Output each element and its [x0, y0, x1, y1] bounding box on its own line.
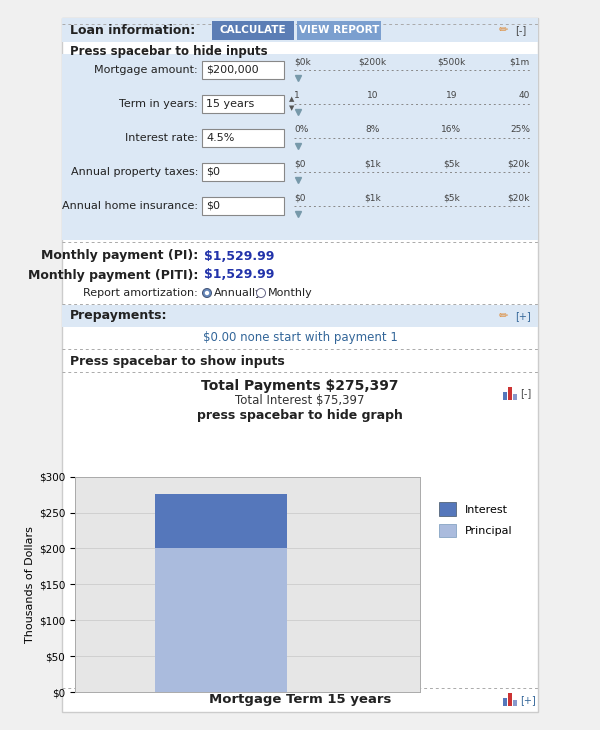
Text: 15 years: 15 years: [206, 99, 254, 109]
Text: Mortgage Term 15 years: Mortgage Term 15 years: [209, 694, 391, 707]
Text: 40: 40: [518, 91, 530, 101]
Text: VIEW REPORT: VIEW REPORT: [299, 25, 379, 35]
Text: 19: 19: [446, 91, 457, 101]
Text: $0.00 none start with payment 1: $0.00 none start with payment 1: [203, 331, 397, 344]
Text: $0: $0: [294, 159, 305, 169]
Text: press spacebar to hide graph: press spacebar to hide graph: [197, 409, 403, 421]
Text: $5k: $5k: [443, 159, 460, 169]
Text: Total Payments $275,397: Total Payments $275,397: [201, 379, 399, 393]
Text: $0: $0: [294, 193, 305, 202]
Text: ✏: ✏: [499, 311, 508, 321]
Text: Monthly payment (PI):: Monthly payment (PI):: [41, 250, 198, 263]
Text: Monthly payment (PITI):: Monthly payment (PITI):: [28, 269, 198, 282]
Text: 4.5%: 4.5%: [206, 133, 235, 143]
Bar: [202, 197, 284, 215]
Text: Prepayments:: Prepayments:: [70, 310, 167, 323]
Text: ▼: ▼: [289, 105, 295, 111]
Text: [+]: [+]: [520, 695, 536, 705]
Bar: [62, 18, 538, 712]
Text: Press spacebar to show inputs: Press spacebar to show inputs: [70, 355, 285, 367]
Text: 1: 1: [294, 91, 300, 101]
Text: $1,529.99: $1,529.99: [204, 269, 274, 282]
Text: $1k: $1k: [364, 193, 381, 202]
Bar: [503, 392, 507, 400]
Text: $200k: $200k: [359, 58, 387, 66]
Text: [+]: [+]: [515, 311, 531, 321]
Bar: [508, 693, 512, 706]
Text: $1k: $1k: [364, 159, 381, 169]
Text: Interest rate:: Interest rate:: [125, 133, 198, 143]
Y-axis label: Thousands of Dollars: Thousands of Dollars: [25, 526, 35, 643]
Bar: [212, 21, 294, 40]
Bar: [155, 548, 287, 692]
Text: Report amortization:: Report amortization:: [83, 288, 198, 298]
Text: $1m: $1m: [510, 58, 530, 66]
Text: CALCULATE: CALCULATE: [220, 25, 286, 35]
Text: 10: 10: [367, 91, 379, 101]
Text: $0: $0: [206, 201, 220, 211]
Bar: [202, 61, 284, 79]
Bar: [62, 54, 538, 240]
Text: $20k: $20k: [508, 193, 530, 202]
Bar: [513, 700, 517, 706]
Bar: [503, 698, 507, 706]
Text: Monthly: Monthly: [268, 288, 313, 298]
Circle shape: [205, 291, 209, 295]
Text: $0: $0: [206, 167, 220, 177]
Text: ▲: ▲: [289, 96, 295, 102]
Text: 25%: 25%: [510, 126, 530, 134]
Text: Total Interest $75,397: Total Interest $75,397: [235, 393, 365, 407]
Text: [-]: [-]: [515, 25, 526, 35]
Legend: Interest, Principal: Interest, Principal: [434, 498, 517, 542]
Circle shape: [203, 288, 212, 298]
Bar: [508, 387, 512, 400]
Bar: [62, 305, 538, 327]
Bar: [202, 129, 284, 147]
Text: $5k: $5k: [443, 193, 460, 202]
Bar: [513, 394, 517, 400]
Text: Annual property taxes:: Annual property taxes:: [71, 167, 198, 177]
Bar: [155, 494, 287, 548]
Text: [-]: [-]: [520, 388, 531, 398]
Text: $0k: $0k: [294, 58, 311, 66]
Text: ✏: ✏: [499, 25, 508, 35]
Text: Loan information:: Loan information:: [70, 23, 195, 36]
Text: $200,000: $200,000: [206, 65, 259, 75]
Text: Annually: Annually: [214, 288, 263, 298]
Text: Mortgage amount:: Mortgage amount:: [94, 65, 198, 75]
Text: 16%: 16%: [441, 126, 461, 134]
Text: Term in years:: Term in years:: [119, 99, 198, 109]
Bar: [202, 95, 284, 113]
Text: Press spacebar to hide inputs: Press spacebar to hide inputs: [70, 45, 268, 58]
Text: 8%: 8%: [365, 126, 380, 134]
Text: $1,529.99: $1,529.99: [204, 250, 274, 263]
Text: Annual home insurance:: Annual home insurance:: [62, 201, 198, 211]
Bar: [62, 18, 538, 42]
Bar: [297, 21, 381, 40]
Text: 0%: 0%: [294, 126, 308, 134]
Circle shape: [257, 288, 265, 298]
Text: $500k: $500k: [437, 58, 466, 66]
Bar: [202, 163, 284, 181]
Text: $20k: $20k: [508, 159, 530, 169]
